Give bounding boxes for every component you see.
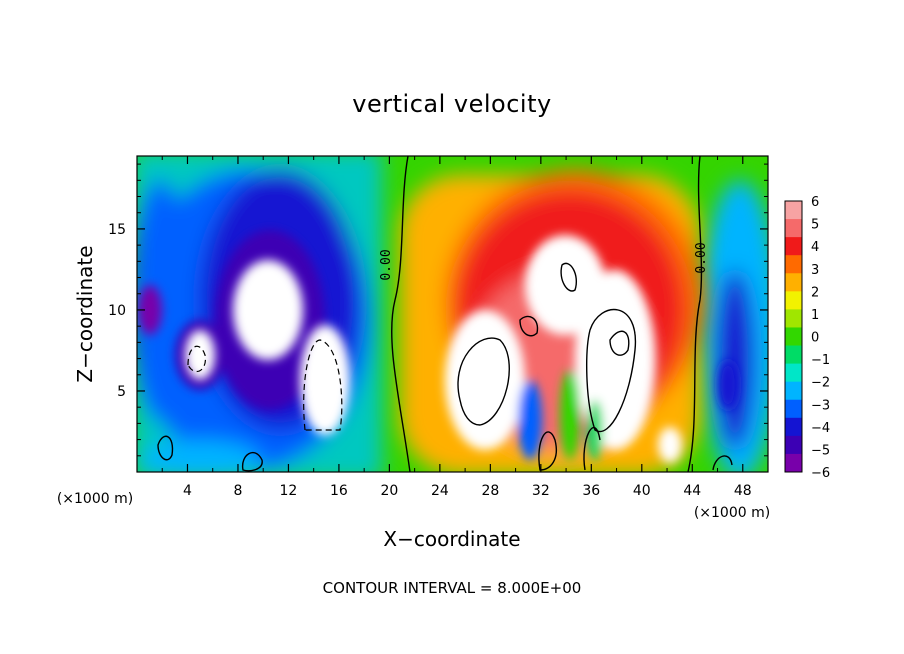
contour-interval-label: CONTOUR INTERVAL = 8.000E+00 — [323, 579, 582, 597]
zero-contour-left — [391, 156, 411, 472]
x-tick-label: 16 — [330, 483, 348, 499]
colorbar-swatch — [785, 309, 802, 328]
colorbar-swatch — [785, 417, 802, 437]
colorbar-swatch — [785, 219, 802, 238]
x-tick-label: 40 — [633, 483, 651, 499]
colorbar-tick-label: −2 — [811, 376, 830, 391]
colorbar-frame — [784, 200, 803, 473]
colorbar-swatch — [785, 435, 802, 455]
x-tick-label: 48 — [734, 483, 752, 499]
downdraft-contour — [303, 339, 343, 431]
y-tick-label: 10 — [108, 303, 126, 319]
x-tick-label: 4 — [183, 483, 192, 499]
field-updraft-cores-left — [185, 260, 350, 435]
contour-lines — [157, 156, 733, 472]
colorbar-tick-label: 6 — [811, 195, 819, 210]
colorbar-swatch — [785, 255, 802, 274]
colorbar-tick-label: 1 — [811, 308, 819, 323]
colorbar-tick-label: 2 — [811, 285, 819, 300]
colorbar-tick-label: −5 — [811, 443, 830, 458]
colorbar-swatch — [785, 345, 802, 365]
updraft-core-contour — [609, 330, 630, 356]
updraft-core-contour — [519, 315, 539, 337]
x-tick-label: 32 — [532, 483, 550, 499]
colorbar-swatch — [785, 453, 802, 473]
x-tick-label: 20 — [380, 483, 398, 499]
x-unit-label: (×1000 m) — [57, 491, 133, 507]
colorbar: 6 5 4 3 2 1 0 −1 −2 −3 −4 −5 −6 — [784, 195, 830, 481]
x-tick-label: 44 — [683, 483, 701, 499]
x-unit-label: (×1000 m) — [694, 505, 770, 521]
y-axis-title: Z−coordinate — [73, 245, 97, 382]
colorbar-tick-label: 5 — [811, 218, 819, 233]
colorbar-tick-label: −6 — [811, 466, 830, 481]
x-tick-label: 36 — [582, 483, 600, 499]
updraft-core-contour — [583, 426, 601, 471]
negative-contours — [187, 339, 343, 431]
updraft-core-contour — [241, 451, 263, 472]
chart-title: vertical velocity — [352, 90, 551, 118]
zero-contour-right — [687, 156, 703, 472]
colorbar-swatch — [785, 399, 802, 419]
updraft-core-contour — [560, 262, 577, 292]
x-tick-label: 8 — [233, 483, 242, 499]
x-tick-label: 12 — [280, 483, 298, 499]
colorbar-swatch — [785, 237, 802, 256]
y-tick-label: 15 — [108, 222, 126, 238]
updraft-core-contour — [157, 435, 174, 461]
y-tick-label: 5 — [117, 384, 126, 400]
downdraft-contour — [187, 345, 207, 373]
colorbar-swatch — [785, 363, 802, 383]
x-tick-label: 28 — [481, 483, 499, 499]
heatmap-field: 0.00 0.00 — [137, 156, 768, 472]
colorbar-tick-label: 3 — [811, 263, 819, 278]
colorbar-swatch — [785, 273, 802, 292]
colorbar-tick-label: −4 — [811, 421, 830, 436]
colorbar-tick-label: 4 — [811, 240, 819, 255]
updraft-core-contour — [586, 308, 637, 433]
colorbar-swatch — [785, 291, 802, 310]
zero-contour-label: 0.00 — [694, 242, 709, 273]
y-axis: 5 10 15 — [108, 163, 768, 457]
updraft-core-contour — [538, 431, 557, 471]
x-axis: 4 8 12 16 20 24 28 32 36 40 44 48 — [161, 156, 752, 499]
colorbar-swatch — [785, 381, 802, 401]
plot-frame — [136, 155, 769, 473]
colorbar-tick-label: −1 — [811, 353, 830, 368]
colorbar-tick-label: −3 — [811, 398, 830, 413]
colorbar-tick-label: 0 — [811, 331, 819, 346]
zero-contour-label: 0.00 — [379, 249, 394, 280]
updraft-core-contour — [457, 337, 510, 426]
x-tick-label: 24 — [431, 483, 449, 499]
updraft-core-contour — [712, 455, 733, 471]
colorbar-swatch — [785, 201, 802, 220]
colorbar-swatch — [785, 327, 802, 347]
x-axis-title: X−coordinate — [383, 527, 520, 551]
